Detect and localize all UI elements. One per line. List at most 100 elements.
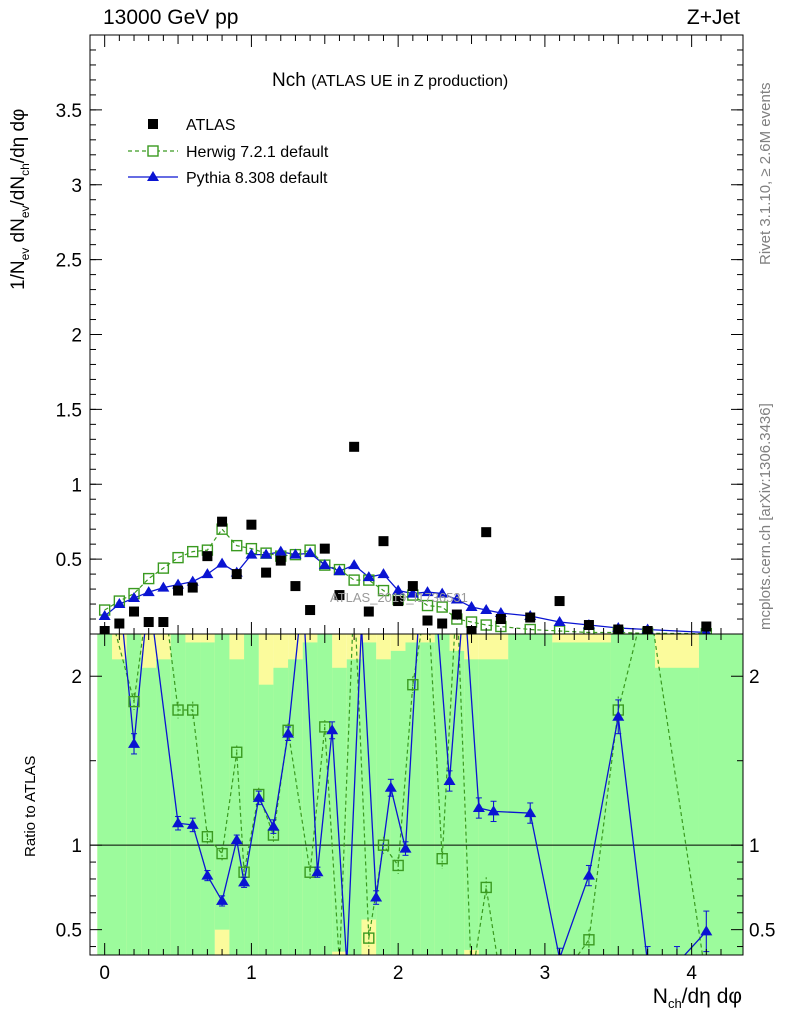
atlas-point	[187, 582, 198, 593]
y-tick-label: 1.5	[56, 400, 82, 421]
legend-pythia-marker	[147, 171, 159, 181]
x-tick-label: 0	[99, 963, 110, 984]
ratio-herwig-point	[128, 695, 140, 708]
atlas-point	[129, 606, 140, 617]
ratio-pythia-point	[311, 866, 324, 877]
x-tick-label: 1	[246, 963, 257, 984]
x-tick-label: 4	[686, 963, 697, 984]
ratio-band-inner	[317, 634, 333, 955]
legend-entry-label: Herwig 7.2.1 default	[186, 144, 329, 161]
ratio-herwig-point	[525, 975, 535, 985]
ratio-panel: 0.5 0.5 1 1 2 2 0 1 2 3 4	[56, 633, 775, 985]
ratio-herwig-line	[115, 634, 704, 955]
x-axis-label: Nch/dη dφ	[652, 985, 742, 1012]
ratio-band-inner	[698, 634, 743, 955]
legend: ATLAS Herwig 7.2.1 default Pythia 8.308 de…	[128, 117, 329, 187]
pythia-point	[406, 587, 419, 598]
pythia-point	[142, 586, 155, 597]
atlas-point	[202, 551, 213, 562]
chart-title: Nch (ATLAS UE in Z production)	[272, 70, 508, 92]
ratio-pythia-point	[326, 724, 339, 735]
ratio-pythia-point	[671, 957, 683, 967]
ratio-band-inner	[112, 659, 127, 955]
pythia-point	[304, 547, 317, 558]
atlas-point	[246, 519, 257, 530]
ratio-pythia-point	[238, 876, 251, 887]
legend-herwig-marker	[147, 145, 159, 157]
atlas-point	[407, 581, 418, 592]
ratio-pythia-point	[443, 774, 456, 785]
herwig-point	[172, 551, 184, 564]
atlas-point	[554, 596, 565, 607]
pythia-point	[274, 545, 287, 556]
herwig-line	[104, 528, 707, 635]
atlas-point	[393, 596, 404, 607]
atlas-point	[701, 621, 712, 632]
pythia-point	[318, 559, 331, 570]
ratio-band-inner	[654, 667, 699, 955]
ratio-band-inner	[610, 634, 655, 955]
ratio-band-inner	[361, 642, 377, 920]
ratio-pythia-point	[341, 957, 353, 967]
ratio-pythia-point	[642, 957, 654, 967]
pythia-point	[113, 598, 126, 609]
energy-label: 13000 GeV pp	[103, 6, 239, 29]
ratio-herwig-point	[187, 704, 199, 716]
ratio-pythia-point	[399, 842, 412, 853]
ratio-herwig-point	[319, 721, 331, 733]
ratio-band-inner	[126, 634, 142, 955]
ratio-band-inner	[332, 667, 347, 952]
ratio-band-inner	[390, 650, 406, 955]
ratio-band-inner	[273, 667, 289, 955]
y-tick-label: 2.5	[56, 251, 82, 272]
rivet-label: Rivet 3.1.10, ≥ 2.6M events	[757, 82, 774, 266]
ratio-band-inner	[185, 642, 201, 955]
ratio-pythia-point	[282, 727, 295, 738]
y-axis-label: 1/Nev dNev/dNch/dη dφ	[8, 108, 32, 290]
atlas-point	[261, 567, 272, 578]
ratio-pythia-point	[128, 737, 141, 748]
ratio-band-inner	[97, 634, 113, 955]
ratio-herwig-point	[480, 881, 492, 894]
herwig-point	[421, 599, 434, 612]
ratio-band-inner	[508, 634, 553, 955]
atlas-point	[290, 581, 301, 592]
ratio-pythia-point	[384, 781, 397, 792]
mcplots-label: mcplots.cern.ch [arXiv:1306.3436]	[757, 403, 774, 630]
atlas-point	[363, 606, 374, 617]
ratio-pythia-point	[201, 869, 214, 880]
herwig-point	[231, 539, 243, 552]
pythia-point	[480, 604, 493, 615]
ratio-band-inner	[449, 650, 465, 955]
ratio-band-inner	[244, 634, 259, 955]
ratio-pythia-point	[230, 834, 243, 845]
pythia-point	[201, 568, 214, 579]
y-tick-label: 2	[71, 326, 82, 347]
ratio-herwig-point	[496, 975, 506, 985]
herwig-point	[377, 584, 390, 597]
herwig-point	[348, 574, 360, 586]
pythia-point	[392, 584, 405, 595]
pythia-point	[128, 592, 141, 603]
pythia-point	[216, 557, 229, 568]
ratio-pythia-point	[370, 891, 383, 902]
ratio-pythia-point	[186, 818, 199, 829]
ratio-pythia-point	[524, 807, 537, 818]
ratio-band-inner	[170, 634, 186, 955]
herwig-point	[142, 572, 155, 585]
pythia-point	[465, 601, 478, 612]
ratio-herwig-point	[555, 975, 565, 985]
ratio-band-inner	[302, 642, 318, 955]
atlas-point	[114, 618, 125, 629]
ratio-band-inner	[141, 667, 157, 955]
ratio-band-inner	[288, 659, 303, 955]
herwig-point	[157, 562, 170, 574]
atlas-point	[143, 617, 154, 628]
y-tick-label: 3	[71, 176, 82, 197]
pythia-point	[362, 571, 375, 582]
y-tick-label: 0.5	[56, 550, 82, 571]
ratio-pythia-line	[122, 634, 707, 955]
ratio-y-tick-label: 0.5	[56, 921, 82, 942]
atlas-point	[334, 590, 345, 601]
